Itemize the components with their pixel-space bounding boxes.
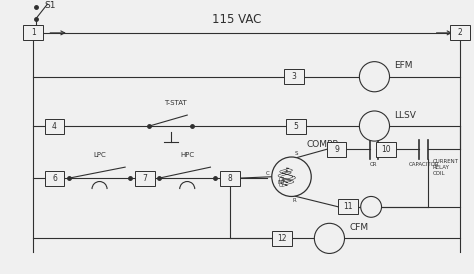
Text: EFM: EFM [394, 61, 413, 70]
Text: 3: 3 [292, 72, 296, 81]
Text: OL: OL [279, 183, 285, 188]
Ellipse shape [359, 62, 390, 92]
Text: 5: 5 [294, 122, 299, 130]
Text: LLSV: LLSV [394, 111, 416, 119]
Text: 9: 9 [334, 145, 339, 154]
Text: 2: 2 [457, 28, 462, 37]
FancyBboxPatch shape [284, 69, 304, 84]
FancyBboxPatch shape [45, 118, 64, 133]
FancyBboxPatch shape [45, 170, 64, 186]
Text: CR: CR [370, 162, 378, 167]
Text: 6: 6 [52, 174, 57, 182]
Text: 11: 11 [344, 202, 353, 211]
Text: INT: INT [278, 180, 286, 185]
Text: S: S [294, 151, 298, 156]
Text: S1: S1 [44, 1, 55, 10]
FancyBboxPatch shape [272, 231, 292, 246]
FancyBboxPatch shape [220, 170, 240, 186]
Ellipse shape [314, 223, 345, 253]
Text: 8: 8 [228, 174, 232, 182]
Text: 12: 12 [277, 234, 287, 243]
Text: R: R [292, 198, 296, 203]
Ellipse shape [359, 111, 390, 141]
Text: 115 VAC: 115 VAC [212, 13, 262, 26]
FancyBboxPatch shape [135, 170, 155, 186]
FancyBboxPatch shape [450, 25, 470, 40]
Text: T-STAT: T-STAT [164, 100, 187, 106]
Text: 10: 10 [382, 145, 391, 154]
Text: COMPR: COMPR [306, 140, 338, 149]
FancyBboxPatch shape [338, 199, 358, 214]
Text: 4: 4 [52, 122, 57, 130]
Text: 7: 7 [142, 174, 147, 182]
Text: CR: CR [279, 177, 285, 182]
Text: CURRENT
RELAY
COIL: CURRENT RELAY COIL [433, 159, 459, 176]
Ellipse shape [361, 196, 382, 217]
FancyBboxPatch shape [327, 142, 346, 157]
Text: CAPACITOR: CAPACITOR [409, 162, 439, 167]
FancyBboxPatch shape [376, 142, 396, 157]
FancyBboxPatch shape [23, 25, 43, 40]
Ellipse shape [272, 157, 311, 196]
Text: LPC: LPC [93, 152, 106, 158]
Text: C: C [265, 172, 269, 176]
Text: 1: 1 [31, 28, 36, 37]
Text: HPC: HPC [180, 152, 194, 158]
Text: CFM: CFM [349, 223, 368, 232]
FancyBboxPatch shape [286, 118, 306, 133]
